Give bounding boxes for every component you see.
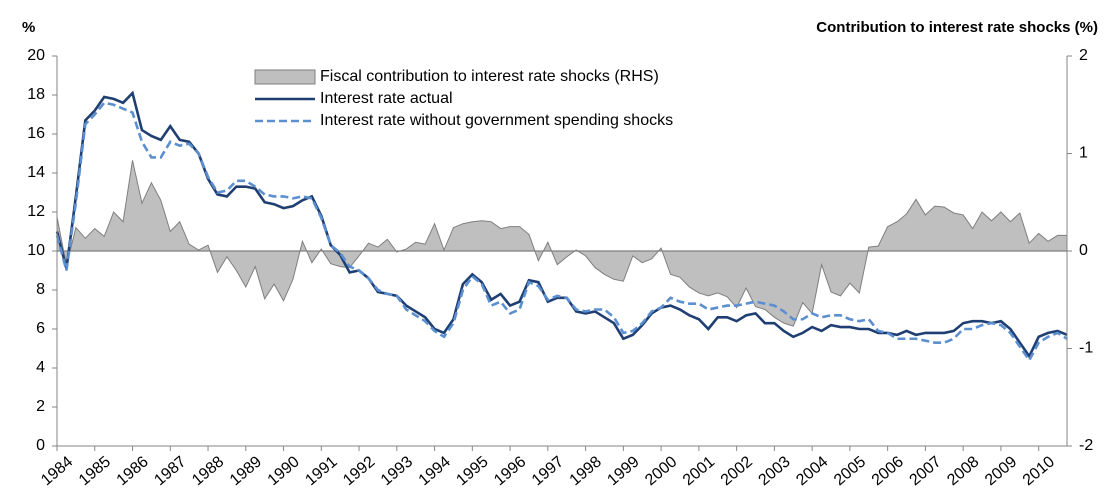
area bbox=[56, 160, 1068, 327]
x-tick-label: 1996 bbox=[491, 453, 529, 489]
x-tick-label: 1985 bbox=[76, 453, 114, 489]
y2-tick-label: -2 bbox=[1079, 437, 1093, 454]
y2-axis-title: Contribution to interest rate shocks (%) bbox=[816, 19, 1098, 36]
y-axis-title: % bbox=[22, 19, 35, 36]
y-tick-label: 12 bbox=[27, 203, 45, 220]
legend-label: Fiscal contribution to interest rate sho… bbox=[320, 68, 659, 85]
x-tick-label: 1986 bbox=[114, 453, 152, 489]
y-tick-label: 6 bbox=[36, 320, 45, 337]
y-tick-label: 10 bbox=[27, 242, 45, 259]
y-tick-label: 20 bbox=[27, 47, 45, 64]
x-tick-label: 2006 bbox=[869, 453, 907, 489]
x-tick-label: 1997 bbox=[529, 453, 567, 489]
y2-tick-label: 1 bbox=[1079, 145, 1088, 162]
x-tick-label: 2008 bbox=[944, 453, 982, 489]
x-tick-label: 2007 bbox=[907, 453, 945, 489]
x-tick-label: 2005 bbox=[831, 453, 869, 489]
y-tick-label: 4 bbox=[36, 359, 45, 376]
x-tick-label: 1993 bbox=[378, 453, 416, 489]
x-tick-label: 2004 bbox=[793, 453, 831, 489]
x-tick-label: 1999 bbox=[604, 453, 642, 489]
y-tick-label: 16 bbox=[27, 125, 45, 142]
y2-tick-label: 2 bbox=[1079, 47, 1088, 64]
x-tick-label: 2000 bbox=[642, 453, 680, 489]
x-tick-label: 2001 bbox=[680, 453, 718, 489]
x-tick-label: 2010 bbox=[1020, 453, 1058, 489]
x-tick-label: 1994 bbox=[416, 453, 454, 489]
y-tick-label: 8 bbox=[36, 281, 45, 298]
x-tick-label: 2009 bbox=[982, 453, 1020, 489]
x-tick-label: 1989 bbox=[227, 453, 265, 489]
y2-tick-label: 0 bbox=[1079, 242, 1088, 259]
line bbox=[55, 90, 1068, 359]
x-tick-label: 1988 bbox=[189, 453, 227, 489]
x-tick-label: 1995 bbox=[453, 453, 491, 489]
y-tick-label: 0 bbox=[36, 437, 45, 454]
legend-swatch bbox=[254, 69, 316, 85]
x-tick-label: 1998 bbox=[567, 453, 605, 489]
y-tick-label: 14 bbox=[27, 164, 45, 181]
x-tick-label: 1987 bbox=[151, 453, 189, 489]
x-tick-label: 2002 bbox=[718, 453, 756, 489]
legend-label: Interest rate without government spendin… bbox=[320, 112, 673, 129]
legend-label: Interest rate actual bbox=[320, 90, 453, 107]
x-tick-label: 2003 bbox=[755, 453, 793, 489]
x-tick-label: 1984 bbox=[38, 453, 76, 489]
y-tick-label: 18 bbox=[27, 86, 45, 103]
y2-tick-label: -1 bbox=[1079, 340, 1093, 357]
x-tick-label: 1990 bbox=[265, 453, 303, 489]
y-tick-label: 2 bbox=[36, 398, 45, 415]
x-tick-label: 1992 bbox=[340, 453, 378, 489]
x-tick-label: 1991 bbox=[302, 453, 340, 489]
line bbox=[55, 101, 1068, 363]
